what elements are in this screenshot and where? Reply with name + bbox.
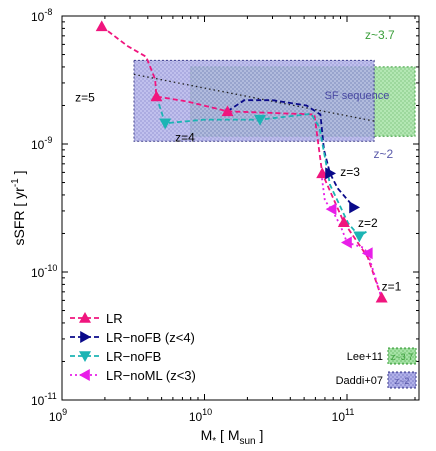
y-tick-base: 10 <box>31 394 45 408</box>
ref-legend-swatch-text-1: z~2 <box>395 376 410 386</box>
x-tick-base: 10 <box>332 410 346 424</box>
series-markers <box>95 20 388 303</box>
region-1 <box>133 59 375 142</box>
x-tick-exp: 11 <box>345 407 354 417</box>
legend-marker-1 <box>80 331 91 343</box>
series-marker-0-4 <box>337 216 350 227</box>
sf-sequence: SF sequence <box>133 73 390 123</box>
series-marker-3-2 <box>361 247 373 260</box>
legend: LR LR−noFB (z<4) LR−noFB LR−noML (z<3) <box>70 311 196 383</box>
series-marker-2-0 <box>159 118 172 130</box>
y-tick-exp: -9 <box>44 135 52 145</box>
series-marker-3-1 <box>341 236 352 249</box>
annotation-4: z=3 <box>340 165 360 179</box>
y-tick-exp: -8 <box>44 7 52 17</box>
x-axis-label: M* [ Msun ] <box>201 427 264 447</box>
legend-label-1: LR−noFB (z<4) <box>106 330 195 345</box>
annotation-3: z~2 <box>374 147 394 161</box>
series-lines <box>101 25 383 298</box>
y-tick-base: 10 <box>31 266 45 280</box>
legend-marker-3 <box>79 369 90 381</box>
annotation-1: z=5 <box>75 90 95 104</box>
legend-label-2: LR−noFB <box>106 349 161 364</box>
series-line-3 <box>320 173 383 298</box>
annotation-0: z~3.7 <box>365 28 395 42</box>
x-tick-base: 10 <box>189 410 203 424</box>
ref-legend-swatch-1 <box>387 371 417 389</box>
ref-legend-label-0: Lee+11 <box>347 351 383 363</box>
y-tick-label-3: 10-8 <box>31 7 52 24</box>
y-tick-exp: -10 <box>44 263 57 273</box>
y-axis-label: sSFR [ yr-1 ] <box>10 170 27 245</box>
x-tick-label-2: 1011 <box>332 407 355 424</box>
plot-frame <box>61 15 420 401</box>
y-tick-label-0: 10-11 <box>31 391 57 408</box>
y-tick-label-2: 10-9 <box>31 135 52 152</box>
y-tick-base: 10 <box>31 10 45 24</box>
ref-legend-swatch-0 <box>387 347 417 365</box>
sf-sequence-line <box>133 73 377 123</box>
series-marker-3-0 <box>325 203 337 216</box>
series-marker-0-5 <box>375 291 388 303</box>
x-tick-base: 10 <box>49 410 63 424</box>
reference-regions <box>133 59 416 142</box>
ref-legend-label-1: Daddi+07 <box>336 375 383 387</box>
series-marker-2-2 <box>353 231 366 243</box>
annotations: z~3.7 z=5 z=4 z~2 z=3 z=2 z=1 <box>75 28 401 293</box>
series-marker-0-3 <box>316 167 329 179</box>
series-line-0 <box>101 25 383 298</box>
series-line-1 <box>227 99 355 208</box>
series-marker-0-0 <box>95 20 108 32</box>
x-tick-exp: 10 <box>202 407 212 417</box>
x-tick-label-1: 1010 <box>189 407 212 424</box>
sf-sequence-label: SF sequence <box>325 90 390 102</box>
annotation-6: z=1 <box>382 279 402 293</box>
series-marker-1-1 <box>349 201 361 214</box>
series-marker-2-1 <box>253 114 266 126</box>
x-tick-label-0: 109 <box>49 407 67 424</box>
series-marker-1-0 <box>325 167 337 180</box>
annotation-5: z=2 <box>358 216 378 230</box>
series-line-2 <box>155 96 369 238</box>
series-marker-0-1 <box>150 90 163 102</box>
ref-legend-swatch-text-0: z~3.7 <box>391 352 413 362</box>
y-tick-exp: -11 <box>44 391 56 401</box>
annotation-2: z=4 <box>175 130 195 144</box>
series-marker-0-2 <box>221 105 234 117</box>
y-tick-base: 10 <box>31 138 45 152</box>
legend-label-0: LR <box>106 311 123 326</box>
x-tick-exp: 9 <box>62 407 67 417</box>
legend-label-3: LR−noML (z<3) <box>106 368 196 383</box>
legend-marker-0 <box>79 312 91 323</box>
y-tick-label-1: 10-10 <box>31 263 57 280</box>
legend-marker-2 <box>79 351 91 362</box>
reference-legend: Lee+11 z~3.7 Daddi+07 z~2 <box>336 347 417 389</box>
